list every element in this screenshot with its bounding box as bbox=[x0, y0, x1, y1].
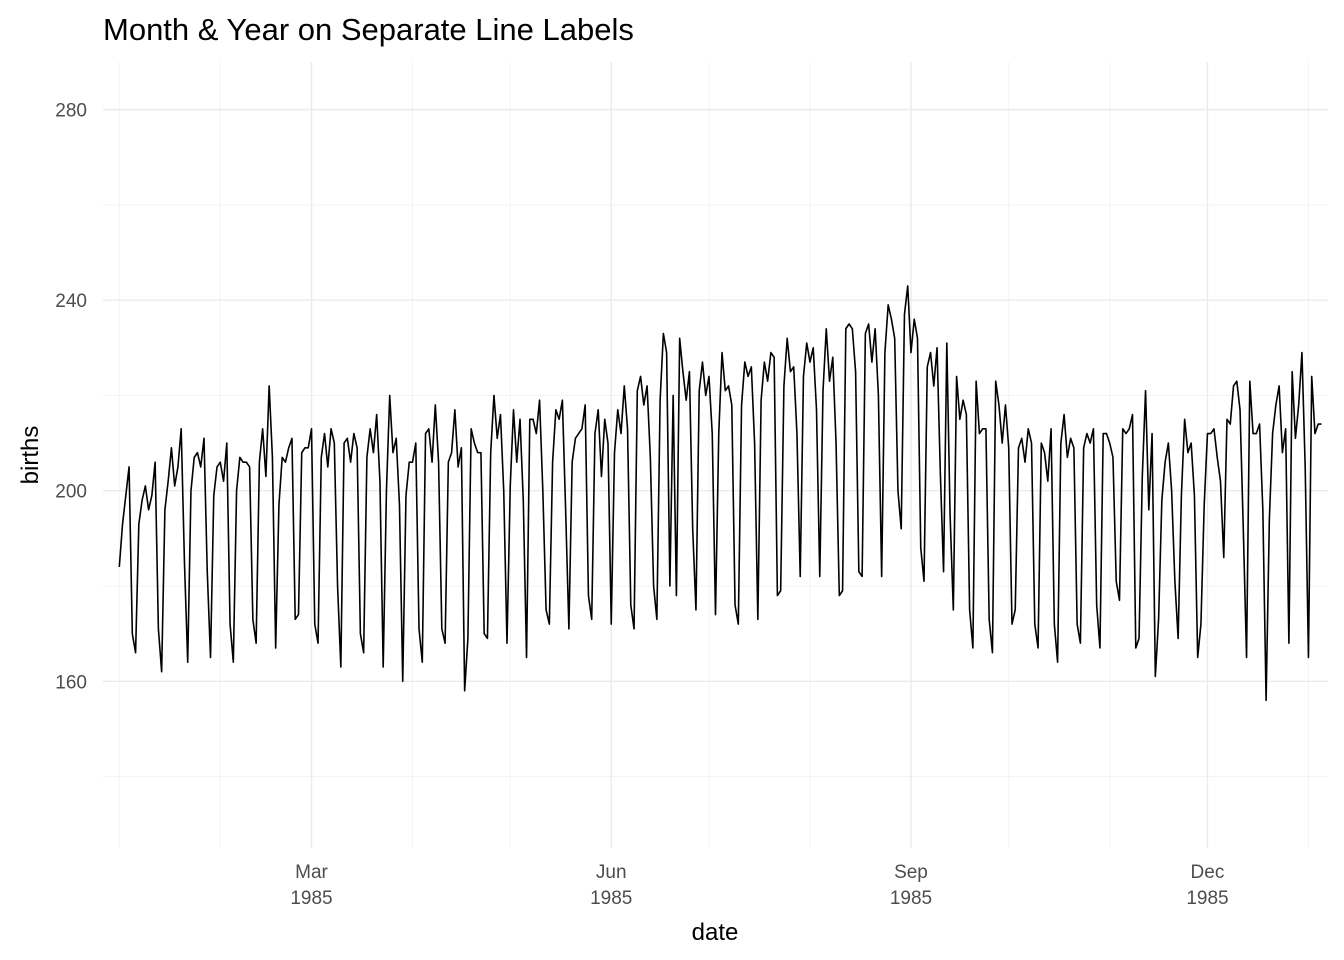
y-tick-label: 240 bbox=[55, 291, 87, 312]
y-tick-label: 280 bbox=[55, 101, 87, 122]
x-tick-label-month: Jun bbox=[596, 862, 627, 883]
y-tick-label: 160 bbox=[55, 672, 87, 693]
x-axis-tick-labels: Mar 1985 Jun 1985 Sep 1985 Dec 1985 bbox=[290, 862, 1228, 909]
x-tick-label-month: Dec bbox=[1191, 862, 1225, 883]
x-tick-label-year: 1985 bbox=[590, 888, 632, 909]
y-tick-label: 200 bbox=[55, 482, 87, 503]
y-axis-tick-labels: 160 200 240 280 bbox=[55, 101, 87, 694]
births-series-line bbox=[118, 285, 1322, 702]
x-tick-label-year: 1985 bbox=[890, 888, 932, 909]
minor-gridlines bbox=[103, 62, 1328, 848]
x-tick-label-month: Sep bbox=[894, 862, 928, 883]
x-tick-label-year: 1985 bbox=[1186, 888, 1228, 909]
chart-title: Month & Year on Separate Line Labels bbox=[103, 12, 634, 47]
x-axis-title: date bbox=[692, 919, 739, 946]
series-layer bbox=[118, 285, 1322, 702]
y-axis-title: births bbox=[17, 426, 44, 485]
x-tick-label-year: 1985 bbox=[290, 888, 332, 909]
x-tick-label-month: Mar bbox=[295, 862, 328, 883]
